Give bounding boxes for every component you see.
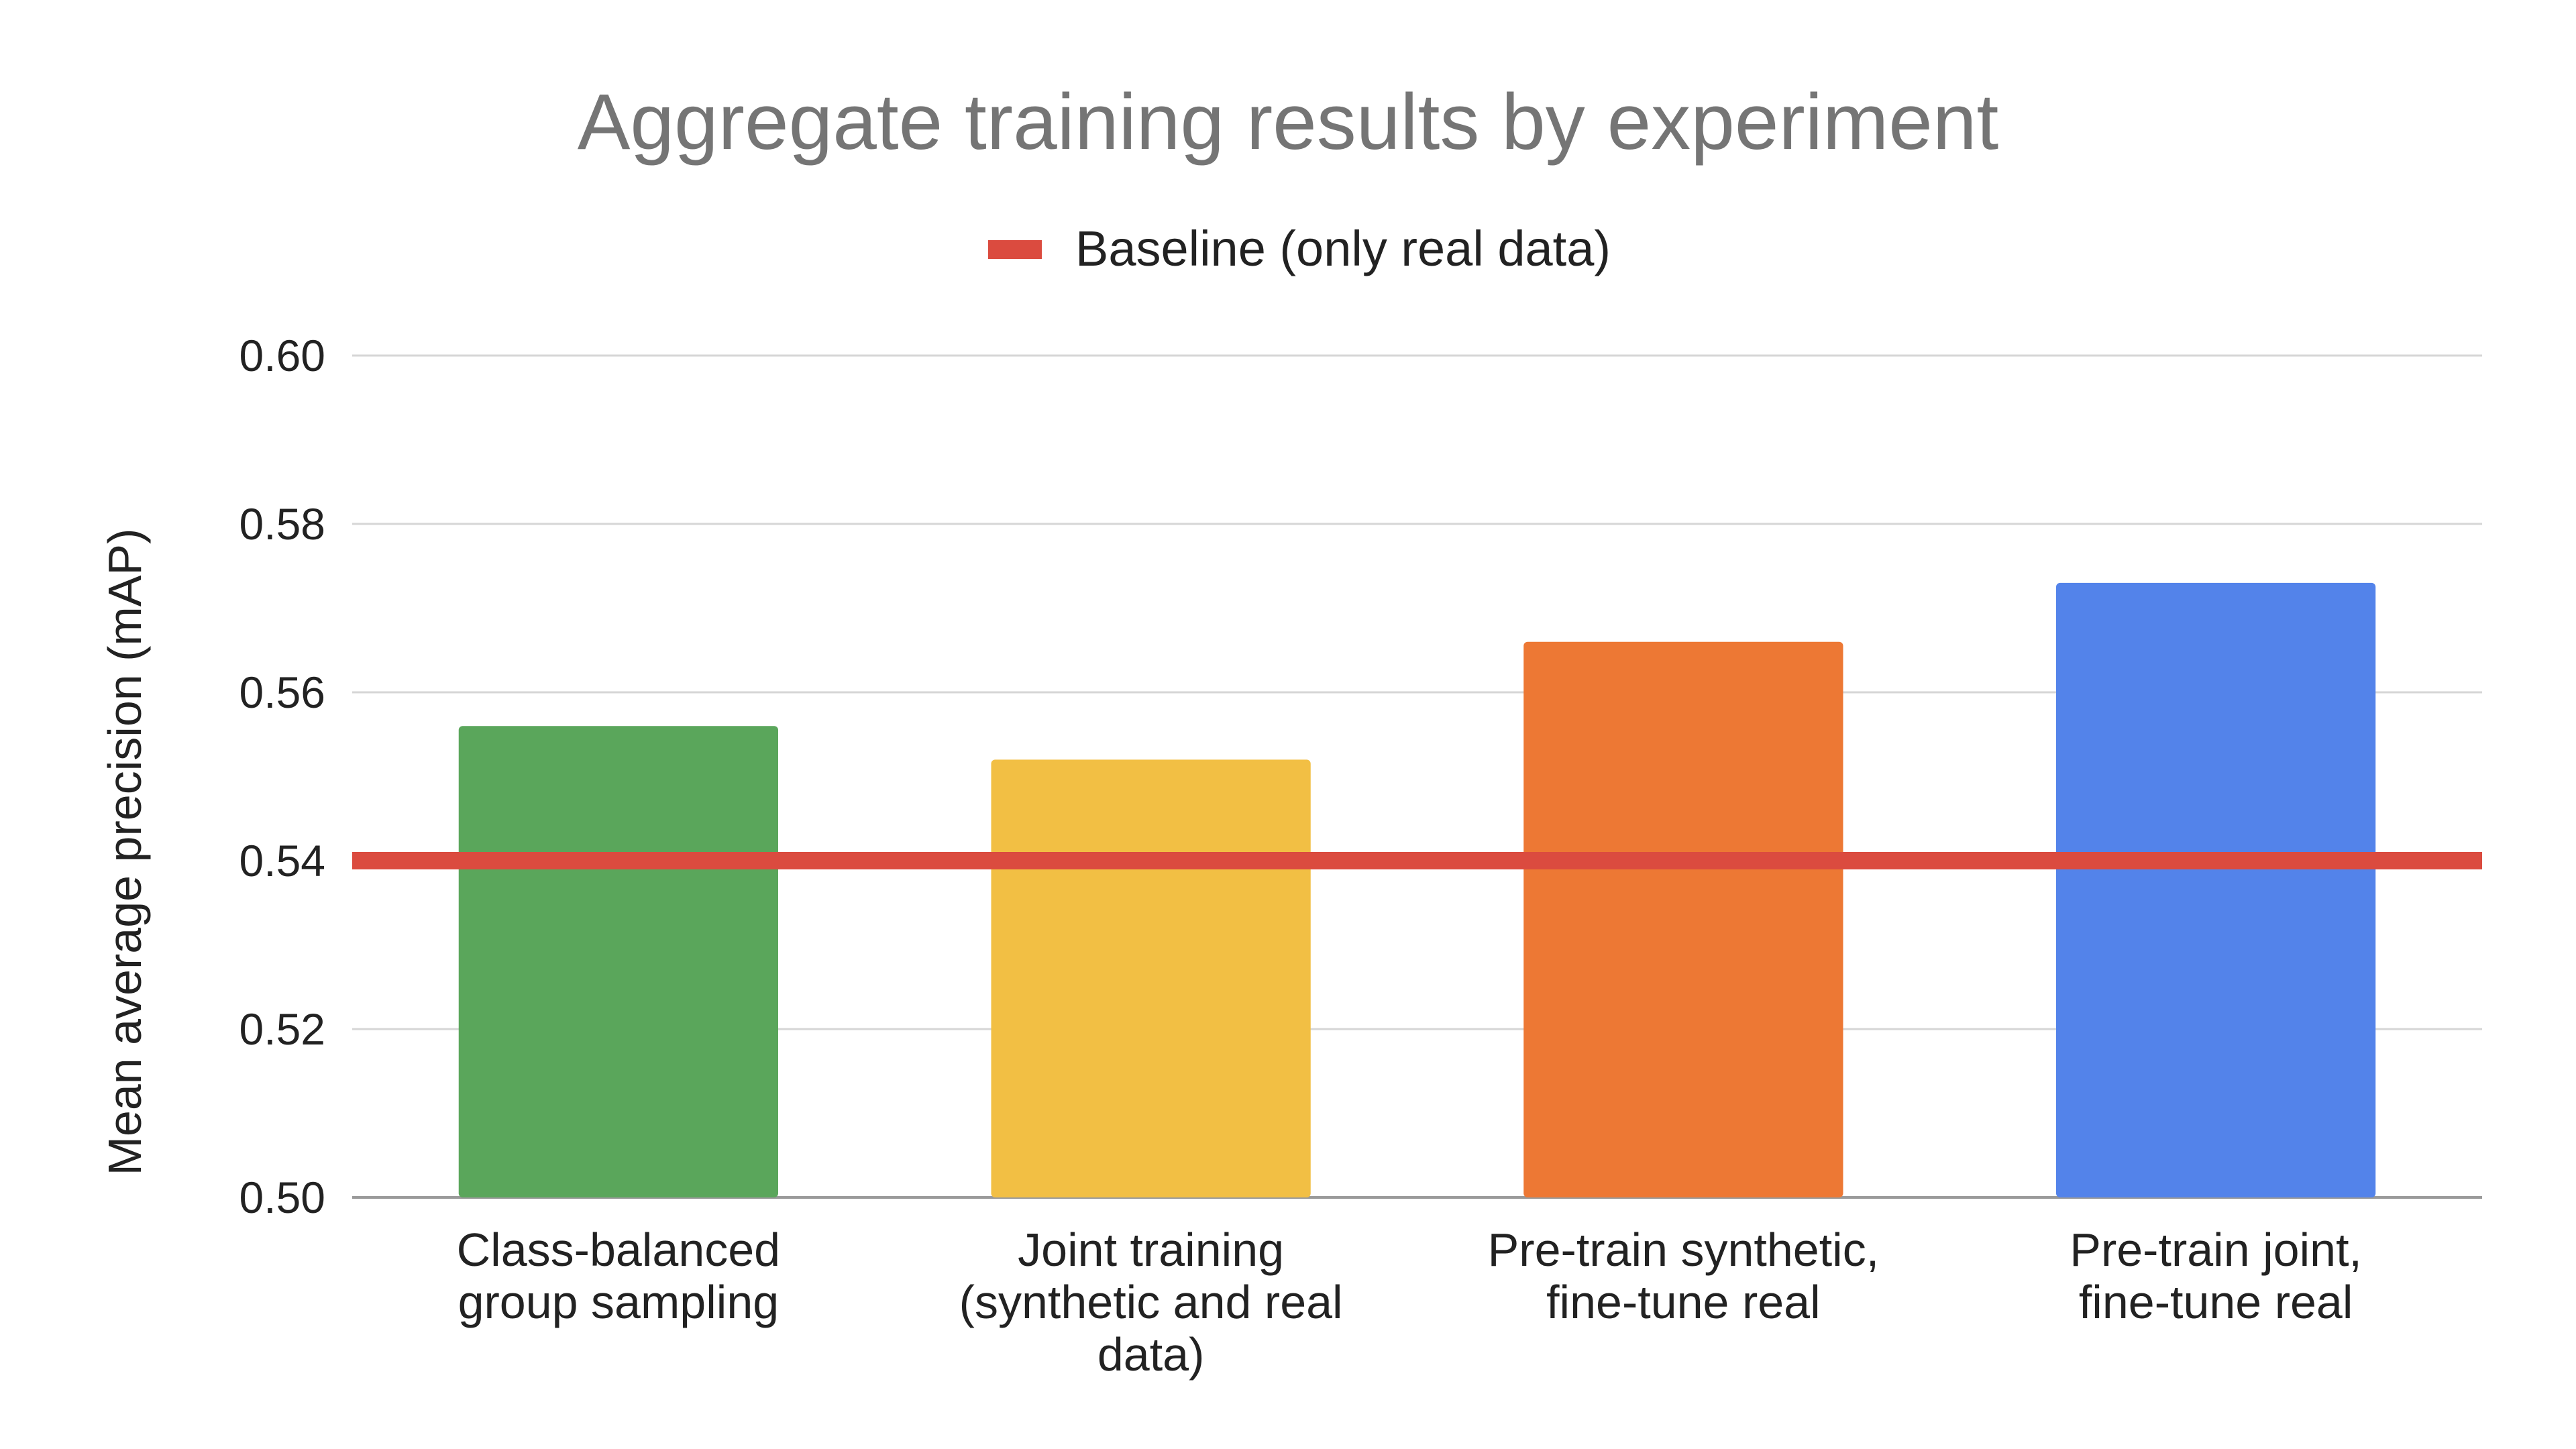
y-axis-title: Mean average precision (mAP): [99, 529, 151, 1176]
x-tick-label: Pre-train synthetic, fine-tune real: [1488, 1224, 1880, 1328]
x-tick-label: Class-balanced group sampling: [457, 1224, 780, 1328]
x-tick-label-line: group sampling: [458, 1276, 780, 1328]
x-tick-label-line: Joint training: [1018, 1224, 1284, 1276]
y-tick-label: 0.56: [239, 667, 325, 717]
chart-title: Aggregate training results by experiment: [578, 78, 1999, 166]
x-tick-label-line: data): [1097, 1328, 1205, 1381]
bar: [458, 726, 778, 1197]
y-tick-label: 0.50: [239, 1173, 325, 1222]
legend: Baseline (only real data): [988, 221, 1611, 276]
x-tick-label-line: Class-balanced: [457, 1224, 780, 1276]
y-axis-ticks: 0.50 0.52 0.54 0.56 0.58 0.60: [239, 331, 325, 1222]
x-tick-label-line: (synthetic and real: [959, 1276, 1343, 1328]
x-tick-label-line: Pre-train synthetic,: [1488, 1224, 1880, 1276]
bar: [2056, 582, 2376, 1197]
bar: [1523, 641, 1843, 1197]
x-axis-category-labels: Class-balanced group sampling Joint traini…: [457, 1224, 2362, 1381]
x-tick-label-line: fine-tune real: [1546, 1276, 1821, 1328]
x-tick-label: Pre-train joint, fine-tune real: [2070, 1224, 2362, 1328]
legend-label-baseline: Baseline (only real data): [1075, 221, 1611, 276]
bar: [991, 759, 1311, 1197]
x-tick-label-line: fine-tune real: [2079, 1276, 2353, 1328]
bars: [458, 582, 2376, 1197]
y-tick-label: 0.54: [239, 836, 325, 885]
x-tick-label: Joint training (synthetic and real data): [959, 1224, 1343, 1381]
y-tick-label: 0.52: [239, 1004, 325, 1054]
y-tick-label: 0.58: [239, 499, 325, 549]
x-tick-label-line: Pre-train joint,: [2070, 1224, 2362, 1276]
legend-swatch-baseline: [988, 240, 1042, 259]
y-tick-label: 0.60: [239, 331, 325, 380]
